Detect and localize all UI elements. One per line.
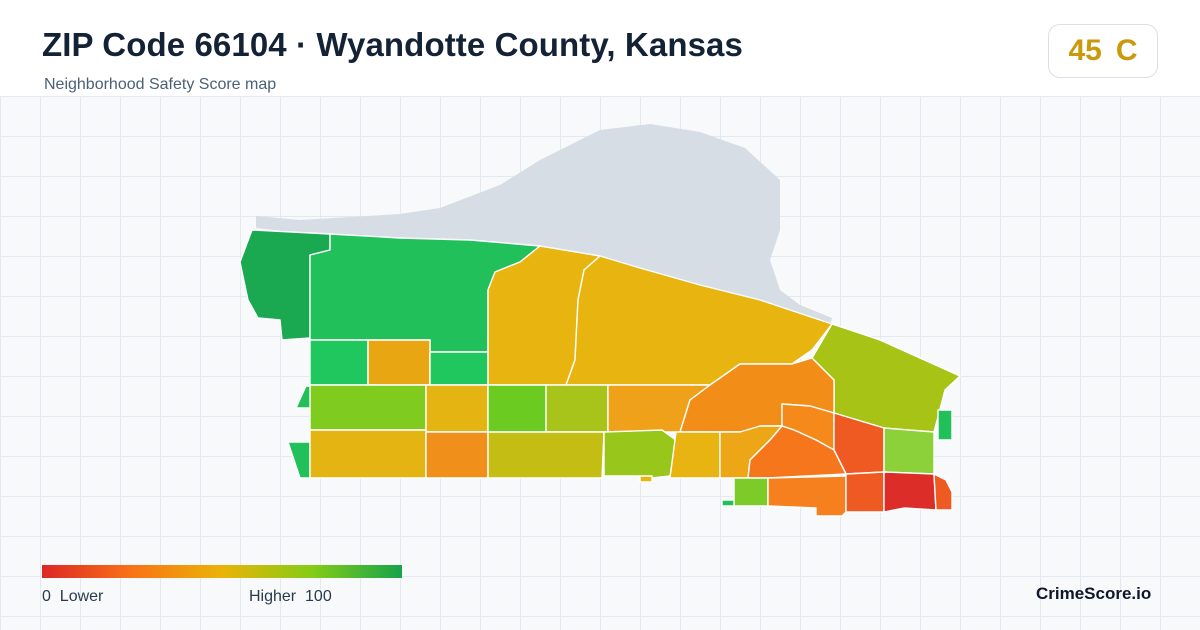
map-region[interactable] [937,409,953,441]
map-region[interactable] [933,473,953,511]
map-region[interactable] [309,429,427,479]
legend-high-value: 100 [305,588,332,605]
map-region[interactable] [883,471,937,513]
legend-low-text: Lower [59,588,104,605]
brand-logo[interactable]: CrimeScore.io [1036,584,1152,603]
map-region[interactable] [603,429,677,479]
map-region[interactable] [429,351,489,386]
map-region[interactable] [487,384,547,433]
map-region[interactable] [747,425,847,479]
map-region[interactable] [845,471,885,513]
map-region[interactable] [545,384,609,433]
map-region[interactable] [295,385,311,409]
score-badge: 45 C [1048,24,1158,78]
legend-high-text: Higher [249,588,297,605]
header: ZIP Code 66104 · Wyandotte County, Kansa… [0,0,1200,97]
map-region[interactable] [287,441,311,479]
map-region[interactable] [669,431,721,479]
map-region[interactable] [425,384,489,433]
legend-low-label: 0 Lower [42,588,103,606]
map-region[interactable] [425,431,489,479]
safety-score-legend-bar [42,565,402,578]
legend-low-value: 0 [42,588,51,605]
map-region[interactable] [721,499,735,507]
score-value: 45 [1068,34,1102,67]
map-region[interactable] [309,384,427,431]
page-title: ZIP Code 66104 · Wyandotte County, Kansa… [42,26,743,63]
map-region[interactable] [639,475,653,483]
map-region[interactable] [883,427,935,475]
map-region[interactable] [309,339,369,386]
river-area [256,124,832,326]
map-region[interactable] [767,475,847,517]
page-subtitle: Neighborhood Safety Score map [44,76,277,93]
legend-high-label: Higher 100 [249,588,332,606]
map-region[interactable] [367,339,431,386]
map-region[interactable] [487,431,605,479]
score-grade: C [1115,34,1138,67]
map-region[interactable] [733,477,769,507]
